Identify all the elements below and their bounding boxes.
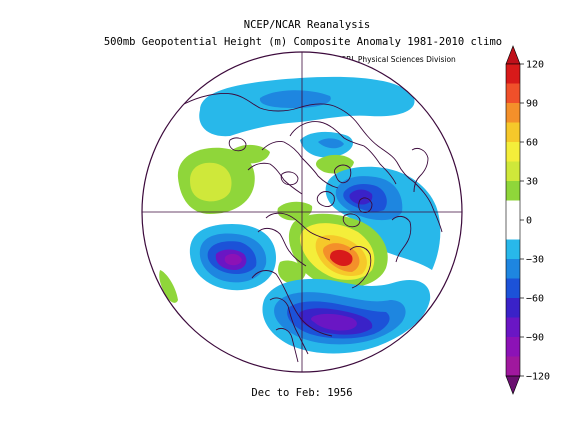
map-title-line2: 500mb Geopotential Height (m) Composite …: [104, 36, 502, 48]
colorbar-cell: [506, 337, 520, 357]
greenland-positive-anomaly: [316, 154, 354, 174]
colorbar-cell: [506, 64, 520, 84]
pacific-edge-positive-anomaly: [159, 270, 178, 303]
colorbar-tick-label: −60: [526, 294, 544, 305]
colorbar-tick-label: −90: [526, 333, 544, 344]
colorbar-tick-label: 60: [526, 138, 538, 149]
arctic-positive-anomaly: [277, 201, 313, 221]
colorbar-cell: [506, 142, 520, 162]
siberia-negative-anomaly: [199, 76, 415, 137]
north-pacific-negative-anomaly: [189, 224, 276, 291]
season-caption: Dec to Feb: 1956: [251, 387, 352, 399]
map-title-line1: NCEP/NCAR Reanalysis: [244, 19, 370, 31]
colorbar-cell: [506, 239, 520, 259]
colorbar-tick-label: −30: [526, 255, 544, 266]
colorbar-cell: [506, 161, 520, 181]
colorbar-tick-label: 30: [526, 177, 538, 188]
colorbar-tick-label: 0: [526, 216, 532, 227]
canada-positive-anomaly: [288, 213, 388, 288]
colorbar-cell: [506, 298, 520, 318]
colorbar: 120 90 60 30 0 −30 −60 −90 −120: [505, 45, 550, 395]
colorbar-cell: [506, 259, 520, 279]
colorbar-bottom-triangle: [505, 375, 521, 395]
colorbar-cells: [505, 45, 521, 395]
colorbar-ticks: [520, 63, 524, 377]
colorbar-cell: [506, 278, 520, 298]
europe-negative-anomaly: [300, 131, 353, 158]
colorbar-tick-label: 120: [526, 60, 544, 71]
colorbar-cell: [506, 200, 520, 220]
colorbar-cell: [506, 103, 520, 123]
alaska-positive-anomaly: [230, 144, 270, 164]
credit-label: NOAA/ESRL Physical Sciences Division: [312, 55, 456, 64]
bc-positive-anomaly: [278, 260, 306, 284]
colorbar-cell: [506, 356, 520, 376]
colorbar-cell: [506, 317, 520, 337]
colorbar-tick-label: 90: [526, 99, 538, 110]
colorbar-cell: [506, 122, 520, 142]
polar-map: [141, 51, 463, 373]
colorbar-cell: [506, 181, 520, 201]
colorbar-cell: [506, 83, 520, 103]
colorbar-labels: 120 90 60 30 0 −30 −60 −90 −120: [526, 60, 550, 383]
colorbar-cell: [506, 220, 520, 240]
colorbar-top-triangle: [505, 45, 521, 65]
map-border: [141, 51, 463, 373]
pacific-positive-anomaly: [177, 147, 255, 214]
eastern-us-negative-anomaly: [262, 278, 431, 354]
colorbar-tick-label: −120: [526, 372, 550, 383]
